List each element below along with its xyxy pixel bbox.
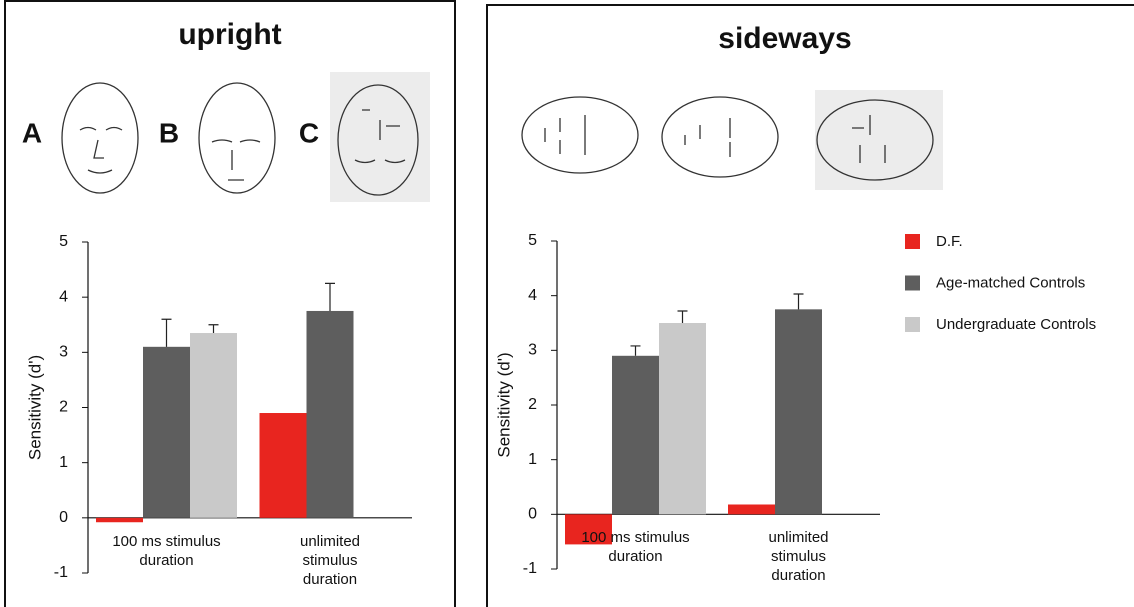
legend-label: Undergraduate Controls: [936, 316, 1096, 333]
bar: [728, 504, 775, 515]
legend-label: D.F.: [936, 233, 963, 250]
y-tick-label: 4: [528, 287, 537, 304]
panel-title: sideways: [718, 22, 851, 55]
bar: [659, 323, 706, 515]
y-tick-label: 5: [528, 232, 537, 249]
x-tick-label: unlimited stimulus duration: [768, 529, 829, 585]
legend-swatch: [905, 275, 920, 291]
error-bar: [208, 324, 219, 334]
y-tick-label: 1: [528, 451, 537, 468]
bar: [775, 309, 822, 515]
panel-title: upright: [178, 18, 281, 51]
y-tick-label: 5: [59, 233, 68, 250]
y-tick-label: 2: [528, 396, 537, 413]
panel-frame: [4, 0, 456, 607]
error-bar: [325, 282, 335, 311]
bar: [306, 310, 354, 518]
y-tick-label: 2: [59, 399, 68, 416]
y-tick-label: -1: [54, 564, 68, 581]
bar: [190, 333, 237, 518]
y-axis-label: Sensitivity (d'): [25, 355, 44, 460]
bar: [96, 517, 143, 523]
y-axis-label: Sensitivity (d'): [494, 352, 513, 457]
bar: [565, 514, 612, 545]
panel-label: C: [299, 117, 319, 148]
panel-label: B: [159, 117, 179, 148]
y-tick-label: 1: [59, 454, 68, 471]
y-tick-label: 3: [528, 342, 537, 359]
y-tick-label: 0: [528, 506, 537, 523]
y-tick-label: 4: [59, 288, 68, 305]
bar: [143, 346, 190, 518]
y-tick-label: 3: [59, 344, 68, 361]
face-drawings: [61, 72, 943, 202]
y-tick-label: 0: [59, 509, 68, 526]
x-tick-label: 100 ms stimulus duration: [581, 529, 690, 566]
x-tick-label: unlimited stimulus duration: [299, 532, 361, 588]
error-bar: [161, 318, 172, 347]
error-bar: [630, 345, 641, 356]
bar: [612, 355, 659, 515]
panel-frame: [486, 4, 1134, 607]
error-bar: [793, 293, 804, 310]
legend-swatch: [905, 317, 920, 332]
legend-label: Age-matched Controls: [936, 274, 1085, 291]
panel-label: A: [22, 117, 42, 148]
y-tick-label: -1: [523, 560, 537, 577]
error-bar: [677, 310, 688, 323]
legend-swatch: [905, 234, 920, 249]
x-tick-label: 100 ms stimulus duration: [112, 532, 221, 569]
bar: [259, 413, 307, 518]
